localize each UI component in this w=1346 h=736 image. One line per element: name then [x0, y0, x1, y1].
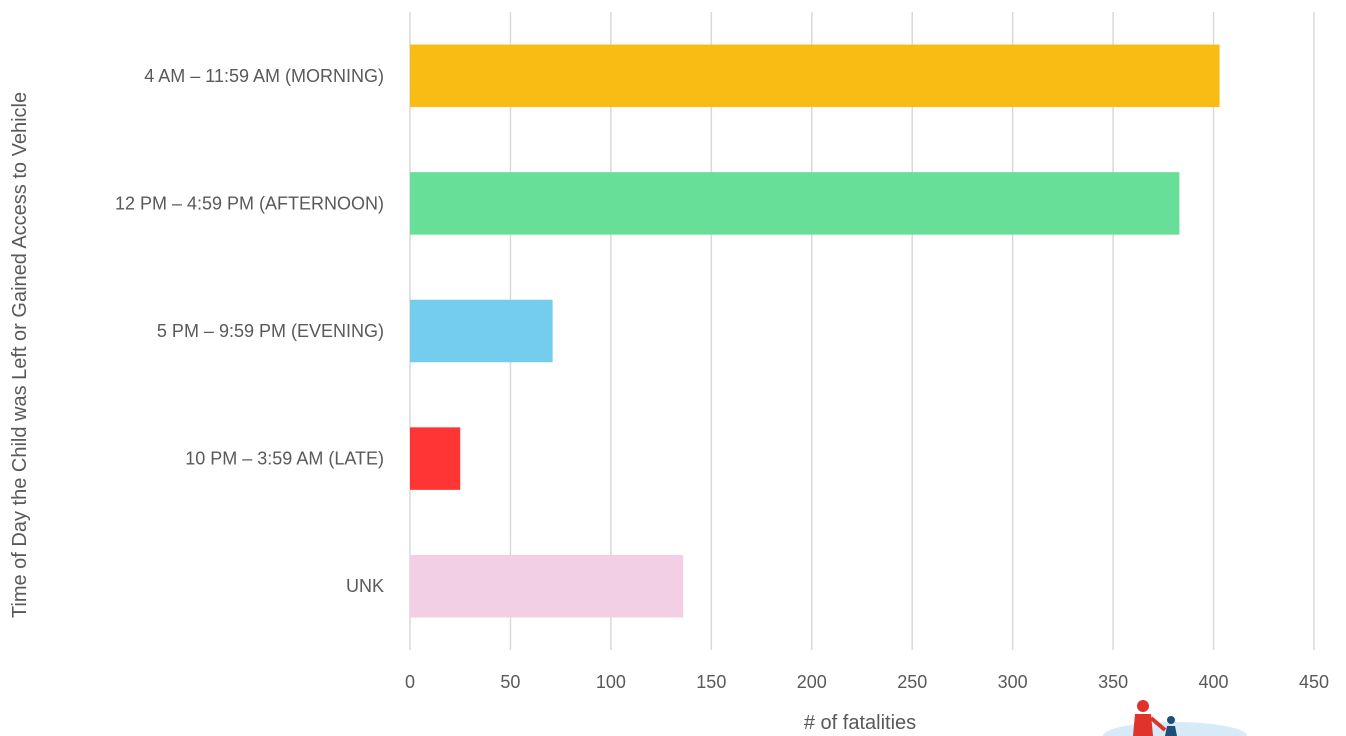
gridlines — [409, 12, 1315, 650]
x-tick-label: 150 — [696, 672, 726, 692]
category-labels: 4 AM – 11:59 AM (MORNING) 12 PM – 4:59 PM… — [115, 66, 384, 596]
y-axis-title: Time of Day the Child was Left or Gained… — [9, 92, 31, 618]
x-tick-label: 0 — [405, 672, 415, 692]
x-tick-label: 100 — [596, 672, 626, 692]
bar — [410, 172, 1180, 235]
x-tick-label: 300 — [998, 672, 1028, 692]
x-tick-label: 450 — [1299, 672, 1329, 692]
x-tick-label: 400 — [1199, 672, 1229, 692]
x-tick-labels: 0 50 100 150 200 250 300 350 400 450 — [405, 672, 1329, 692]
x-tick-label: 250 — [897, 672, 927, 692]
child-car-safety-logo-icon — [1103, 700, 1247, 736]
bar — [410, 554, 684, 618]
bars — [410, 44, 1220, 618]
category-label: 12 PM – 4:59 PM (AFTERNOON) — [115, 193, 384, 213]
x-tick-label: 200 — [797, 672, 827, 692]
category-label: 4 AM – 11:59 AM (MORNING) — [144, 66, 384, 86]
category-label: 10 PM – 3:59 AM (LATE) — [185, 449, 384, 469]
bar — [410, 427, 461, 490]
x-tick-label: 50 — [500, 672, 520, 692]
x-tick-label: 350 — [1098, 672, 1128, 692]
bar — [410, 299, 553, 363]
category-label: 5 PM – 9:59 PM (EVENING) — [157, 321, 384, 341]
category-label: UNK — [346, 576, 384, 596]
x-axis-title: # of fatalities — [804, 712, 916, 734]
bar — [410, 44, 1220, 108]
